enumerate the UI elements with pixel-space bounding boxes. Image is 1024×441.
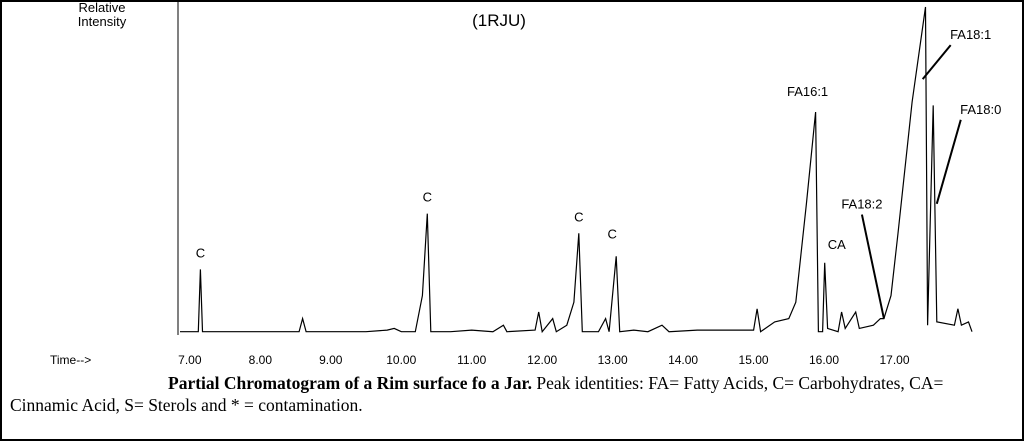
peak-label: C bbox=[574, 209, 583, 224]
x-tick-label: 12.00 bbox=[527, 353, 557, 367]
caption-title: Partial Chromatogram of a Rim surface fo… bbox=[168, 373, 533, 393]
chart-title: (1RJU) bbox=[472, 11, 526, 30]
x-tick-label: 9.00 bbox=[319, 353, 343, 367]
caption-text: Peak identities: FA= Fatty Acids, C= Car… bbox=[10, 373, 944, 415]
x-axis-label: Time--> bbox=[50, 353, 91, 367]
leader-line bbox=[935, 119, 962, 205]
peak-label: FA16:1 bbox=[787, 84, 828, 99]
peak-label: C bbox=[196, 245, 205, 260]
leader-line bbox=[860, 214, 885, 319]
x-tick-label: 13.00 bbox=[598, 353, 628, 367]
x-tick-label: 17.00 bbox=[879, 353, 909, 367]
peak-label: FA18:2 bbox=[841, 197, 882, 212]
y-axis-label: Relative Intensity bbox=[78, 2, 127, 29]
caption: Partial Chromatogram of a Rim surface fo… bbox=[10, 372, 1010, 416]
peak-label: C bbox=[423, 190, 432, 205]
x-tick-label: 7.00 bbox=[178, 353, 202, 367]
peak-label: FA18:0 bbox=[960, 102, 1001, 117]
peak-label: CA bbox=[828, 237, 846, 252]
x-tick-label: 11.00 bbox=[457, 353, 486, 367]
x-tick-label: 8.00 bbox=[249, 353, 273, 367]
leader-line bbox=[921, 44, 952, 80]
peak-label: C bbox=[607, 226, 616, 241]
x-tick-label: 16.00 bbox=[809, 353, 839, 367]
peak-label: FA18:1 bbox=[950, 27, 991, 42]
x-tick-label: 14.00 bbox=[668, 353, 698, 367]
x-tick-label: 15.00 bbox=[739, 353, 769, 367]
chromatogram-trace bbox=[180, 6, 973, 334]
x-tick-label: 10.00 bbox=[386, 353, 416, 367]
